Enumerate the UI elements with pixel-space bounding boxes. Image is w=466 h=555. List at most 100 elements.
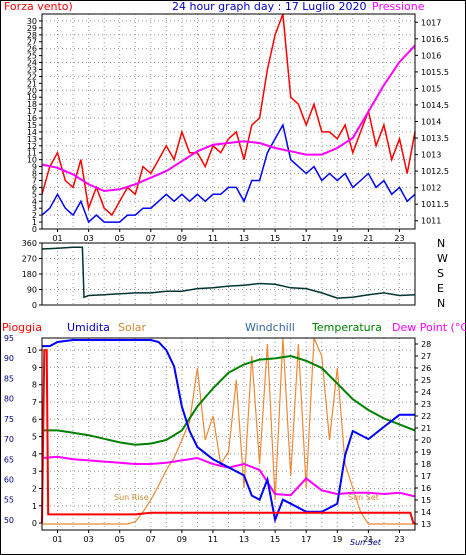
series-solar: [42, 337, 415, 525]
series-direction: [41, 246, 416, 299]
wind-x-axis: 01 03 05 07 09 11 13 15 17 19 21 23: [52, 229, 405, 243]
compass-label: E: [437, 282, 444, 295]
wind-series: [41, 13, 416, 224]
pressure-tick-label: 1011.5: [421, 200, 449, 209]
temperature-x-tick-label: 21: [363, 535, 373, 544]
temperature-x-tick-label: 17: [301, 535, 311, 544]
wind-x-tick-label: 23: [394, 234, 404, 243]
humidity-tick-label: 90: [4, 354, 14, 363]
rain-left-axis: 0 1 2 3 4 5 6 7 8 9 10: [27, 346, 42, 528]
temp-tick-label: 17: [421, 472, 431, 481]
wind-x-tick-label: 15: [270, 234, 280, 243]
temp-tick-label: 15: [421, 496, 431, 505]
wind-left-label: Forza vento): [4, 0, 73, 13]
wind-y-tick-label: 3: [32, 204, 37, 213]
wind-plot-frame: [41, 13, 416, 230]
series-gust: [41, 13, 416, 217]
temp-tick-label: 20: [421, 436, 431, 445]
wind-y-tick-label: 11: [27, 149, 37, 158]
wind-y-tick-label: 28: [27, 31, 37, 40]
wind-y-tick-label: 24: [27, 59, 37, 68]
wind-y-tick-label: 4: [32, 197, 37, 206]
humidity-tick-label: 60: [4, 475, 14, 484]
wind-x-tick-label: 03: [84, 234, 94, 243]
wind-y-tick-label: 16: [27, 114, 37, 123]
wind-y-tick-label: 13: [27, 135, 37, 144]
direction-series: [41, 246, 416, 299]
rain-tick-label: 10: [27, 346, 37, 355]
rain-tick-label: 1: [32, 502, 37, 511]
wind-y-tick-label: 6: [32, 183, 37, 192]
temp-tick-label: 16: [421, 484, 431, 493]
dewpoint-label: Dew Point (°C): [392, 321, 466, 334]
temperature-right-axis: 13 14 15 16 17 18 19 20 21 22 23 24 25 26 27 28: [415, 340, 431, 529]
humidity-tick-label: 75: [4, 415, 14, 424]
pressure-tick-label: 1014.5: [421, 101, 449, 110]
direction-tick-label: 0: [32, 301, 37, 310]
rain-tick-label: 2: [32, 484, 37, 493]
series-pressure: [41, 44, 416, 193]
pressure-tick-label: 1015: [421, 84, 441, 93]
humidity-tick-label: 65: [4, 455, 14, 464]
humidity-tick-label: 55: [4, 496, 14, 505]
wind-right-label: Pressione: [372, 0, 425, 13]
compass-label: N: [437, 297, 445, 310]
wind-y-tick-label: 5: [32, 190, 37, 199]
pressure-tick-label: 1013.5: [421, 134, 449, 143]
temperature-x-tick-label: 23: [394, 535, 404, 544]
wind-y-tick-label: 23: [27, 65, 37, 74]
wind-y-tick-label: 27: [27, 38, 37, 47]
temp-tick-label: 22: [421, 412, 431, 421]
pressure-tick-label: 1012.5: [421, 167, 449, 176]
solar-label: Solar: [118, 321, 147, 334]
wind-y-tick-label: 7: [32, 176, 37, 185]
wind-y-tick-label: 18: [27, 100, 37, 109]
wind-x-tick-label: 01: [52, 234, 62, 243]
temperature-x-tick-label: 07: [146, 535, 156, 544]
pressure-tick-label: 1014: [421, 118, 441, 127]
rain-tick-label: 9: [32, 363, 37, 372]
temp-tick-label: 24: [421, 388, 431, 397]
wind-y-tick-label: 8: [32, 170, 37, 179]
temp-tick-label: 14: [421, 508, 431, 517]
sunrise-label: Sun Rise: [114, 493, 149, 502]
wind-y-tick-label: 1: [32, 218, 37, 227]
wind-y-tick-label: 19: [27, 93, 37, 102]
wind-y-tick-label: 22: [27, 72, 37, 81]
temp-tick-label: 26: [421, 364, 431, 373]
rain-tick-label: 3: [32, 467, 37, 476]
umidita-label: Umidita: [67, 321, 110, 334]
wind-x-tick-label: 11: [208, 234, 218, 243]
temperatura-label: Temperatura: [311, 321, 382, 334]
direction-tick-label: 360: [22, 239, 37, 248]
temp-tick-label: 13: [421, 520, 431, 529]
wind-x-tick-label: 17: [301, 234, 311, 243]
rain-tick-label: 8: [32, 381, 37, 390]
humidity-tick-label: 70: [4, 435, 14, 444]
temperature-x-tick-label: 05: [115, 535, 125, 544]
temp-tick-label: 23: [421, 400, 431, 409]
wind-y-tick-label: 0: [32, 225, 37, 234]
compass-label: W: [437, 252, 448, 265]
temperature-x-tick-label: 15: [270, 535, 280, 544]
wind-y-tick-label: 14: [27, 128, 37, 137]
wind-y-tick-label: 9: [32, 163, 37, 172]
wind-x-tick-label: 13: [239, 234, 249, 243]
pressure-tick-label: 1016: [421, 51, 441, 60]
wind-x-tick-label: 09: [177, 234, 187, 243]
humidity-tick-label: 95: [4, 334, 14, 343]
temperature-series: [41, 337, 416, 525]
temp-tick-label: 27: [421, 352, 431, 361]
humidity-tick-label: 50: [4, 516, 14, 525]
series-avg: [41, 122, 416, 224]
pressure-tick-label: 1011: [421, 217, 441, 226]
wind-y-tick-label: 10: [27, 156, 37, 165]
wind-y-tick-label: 20: [27, 86, 37, 95]
wind-y-tick-label: 30: [27, 17, 37, 26]
rain-tick-label: 4: [32, 450, 37, 459]
wind-y-tick-label: 26: [27, 45, 37, 54]
direction-tick-label: 90: [27, 286, 37, 295]
temperature-x-axis: 01 03 05 07 09 11 13 15 17 19 21 23: [52, 530, 405, 544]
temperature-x-tick-label: 03: [84, 535, 94, 544]
